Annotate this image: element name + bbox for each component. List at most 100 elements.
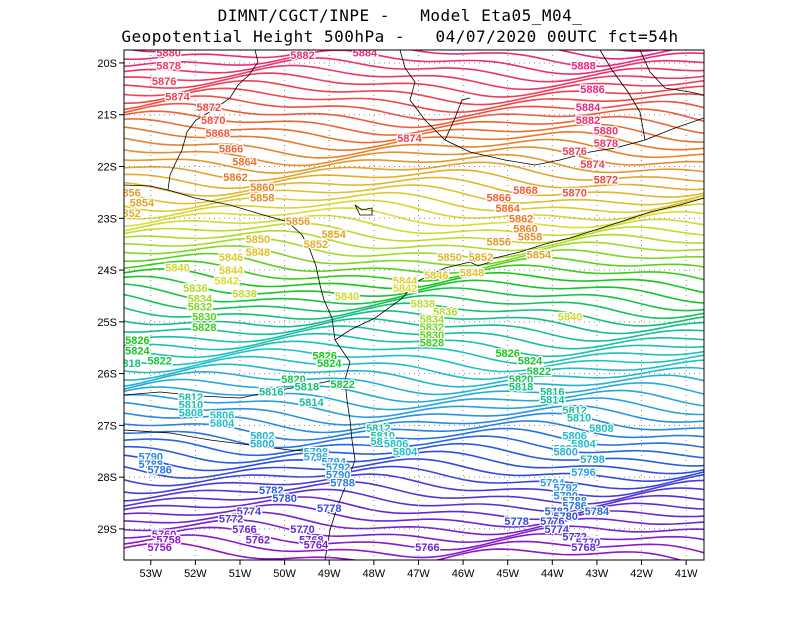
- contour-label: 5826: [313, 350, 337, 362]
- contour-label: 5770: [576, 537, 600, 549]
- contour-label: 5824: [518, 356, 543, 368]
- contour-line: [124, 401, 704, 426]
- contour-label: 5854: [527, 250, 552, 262]
- contour-label: 5818: [509, 382, 533, 394]
- coastline-segment: [124, 379, 336, 399]
- contour-label: 5812: [179, 392, 203, 404]
- contour-label: 5884: [576, 102, 601, 114]
- contour-label: 5788: [562, 495, 586, 507]
- contour-label: 5820: [281, 374, 305, 386]
- contour-label: 5802: [250, 431, 274, 443]
- longitude-tick-label: 46W: [452, 568, 475, 580]
- longitude-tick-label: 47W: [407, 568, 430, 580]
- contour-line: [128, 50, 676, 60]
- contour-line: [124, 378, 704, 403]
- contour-label: 5782: [259, 485, 283, 497]
- contour-line: [124, 370, 704, 396]
- longitude-tick-label: 41W: [675, 568, 698, 580]
- longitude-tick-label: 44W: [541, 568, 564, 580]
- contour-label: 5834: [188, 294, 213, 306]
- longitude-tick-label: 51W: [229, 568, 252, 580]
- coastline-segment: [399, 50, 704, 166]
- contour-label: 5878: [156, 61, 180, 73]
- contour-line: [124, 302, 704, 327]
- contour-line: [124, 435, 704, 459]
- contour-label: 5854: [321, 229, 346, 241]
- contour-label: 5874: [397, 133, 422, 145]
- contour-label: 5874: [165, 92, 190, 104]
- contour-label: 5842: [214, 275, 238, 287]
- contour-label: 5886: [580, 84, 604, 96]
- coastline-segment: [167, 189, 336, 341]
- contour-line: [124, 252, 704, 275]
- contour-label: 5888: [571, 61, 595, 73]
- contour-line: [124, 214, 704, 237]
- contour-label: 5840: [335, 291, 359, 303]
- contour-line: [124, 229, 704, 252]
- contour-line: [124, 465, 704, 490]
- latitude-tick-label: 20S: [97, 58, 117, 70]
- longitude-tick-label: 45W: [496, 568, 519, 580]
- contour-label: 5810: [179, 400, 203, 412]
- contour-line: [124, 363, 704, 388]
- coastline-segment: [167, 50, 259, 191]
- contour-label: 5814: [540, 394, 565, 406]
- contour-label: 5860: [250, 182, 274, 194]
- contour-line: [124, 518, 704, 544]
- contour-line: [124, 283, 704, 312]
- coastline-segment: [599, 50, 646, 141]
- coastline: [124, 50, 704, 560]
- contour-label: 5796: [304, 451, 328, 463]
- contour-label: 5800: [553, 446, 577, 458]
- contour-label: 5872: [197, 102, 221, 114]
- contour-line: [124, 293, 704, 320]
- coastline-segment: [334, 197, 704, 341]
- longitude-tick-label: 52W: [184, 568, 207, 580]
- contour-label: 5762: [246, 534, 270, 546]
- latitude-tick-label: 26S: [97, 369, 117, 381]
- contour-line: [124, 110, 704, 136]
- contour-label: 5846: [424, 270, 448, 282]
- latitude-tick-label: 27S: [97, 420, 117, 432]
- contour-line: [124, 348, 704, 373]
- latitude-tick-label: 28S: [97, 472, 117, 484]
- contour-label: 5858: [250, 193, 274, 205]
- contour-label: 5850: [437, 252, 461, 264]
- contour-label: 5852: [116, 208, 140, 220]
- contour-label: 5882: [576, 115, 600, 127]
- contour-line: [124, 393, 704, 419]
- contour-label: 5808: [179, 407, 203, 419]
- contour-label: 5824: [317, 358, 342, 370]
- contour-line: [124, 260, 704, 282]
- contour-line: [124, 267, 704, 294]
- contour-line: [124, 420, 704, 441]
- contour-line: [124, 95, 704, 121]
- contour-label: 5820: [509, 374, 533, 386]
- contour-label: 5822: [147, 356, 171, 368]
- contour-line: [124, 184, 704, 206]
- contour-line: [124, 191, 704, 214]
- contour-label: 5816: [540, 387, 564, 399]
- contour-label: 5876: [152, 76, 176, 88]
- contour-label: 5860: [513, 224, 537, 236]
- contour-label: 5806: [210, 410, 234, 422]
- contour-line: [124, 118, 704, 144]
- longitude-tick-label: 42W: [630, 568, 653, 580]
- contour-label: 5882: [290, 50, 314, 62]
- contour-line: [124, 222, 704, 244]
- contour-label: 5768: [299, 534, 323, 546]
- contour-label: 5766: [415, 542, 439, 554]
- contour-label: 5844: [393, 275, 418, 287]
- contour-label: 5808: [589, 423, 613, 435]
- contour-label: 5830: [420, 330, 444, 342]
- contour-label: 5840: [165, 262, 189, 274]
- contour-line: [124, 355, 704, 381]
- contour-line: [124, 317, 704, 342]
- longitude-tick-label: 49W: [318, 568, 341, 580]
- coastline-segment: [469, 251, 491, 267]
- contour-line: [124, 161, 704, 183]
- contour-line: [124, 169, 704, 191]
- contour-line: [124, 50, 704, 75]
- contour-line: [124, 245, 704, 267]
- contour-label: 5774: [545, 524, 570, 536]
